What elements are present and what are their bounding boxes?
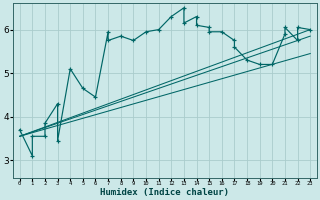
X-axis label: Humidex (Indice chaleur): Humidex (Indice chaleur) (100, 188, 229, 197)
